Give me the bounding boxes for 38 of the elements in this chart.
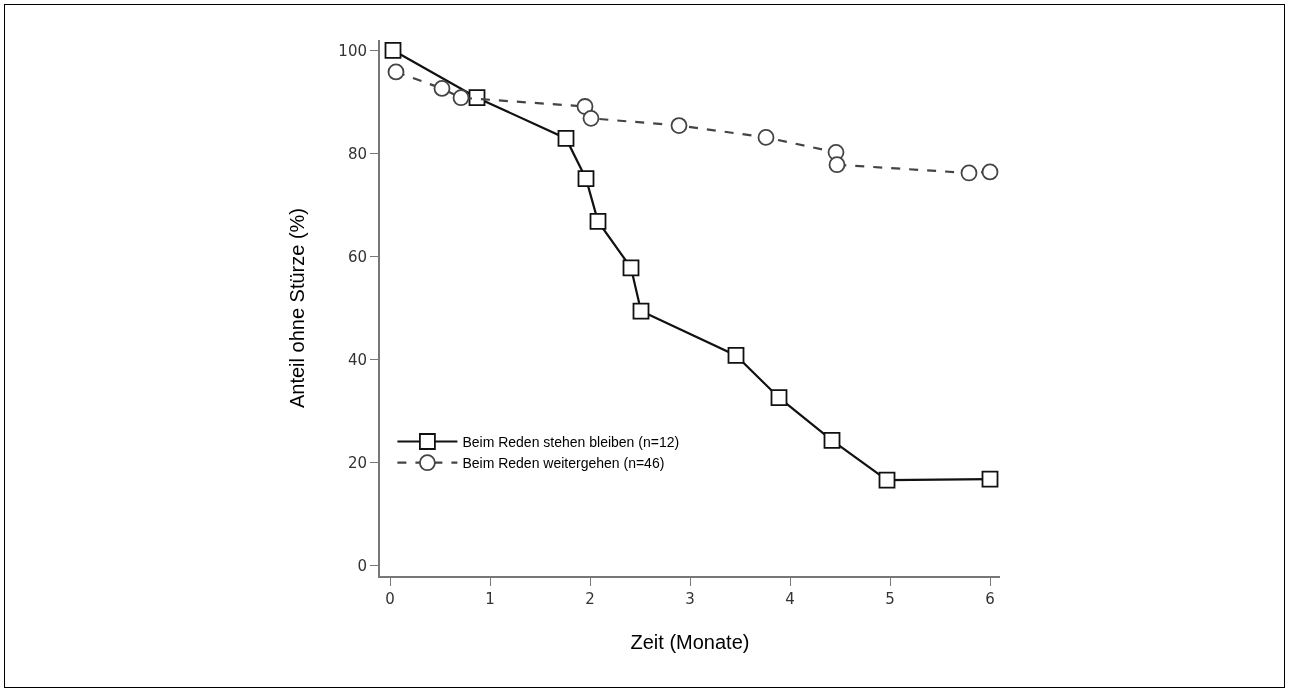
- point: [670, 117, 688, 134]
- y-tick-label: 100: [338, 41, 367, 60]
- y-tick-label: 60: [347, 247, 367, 266]
- point: [589, 213, 607, 230]
- x-tick-label: 4: [785, 590, 795, 608]
- point: [582, 109, 600, 127]
- point: [828, 156, 846, 174]
- x-tick-label: 2: [585, 590, 595, 608]
- x-tick-label: 5: [885, 590, 895, 608]
- x-tick-label: 3: [685, 590, 695, 608]
- point: [433, 80, 451, 97]
- point: [981, 163, 999, 181]
- point: [387, 63, 405, 81]
- point: [384, 41, 402, 59]
- y-tick-label: 40: [347, 350, 367, 369]
- point: [960, 164, 978, 182]
- point: [577, 170, 595, 188]
- y-axis-title: Anteil ohne Stürze (%): [286, 207, 309, 409]
- y-tick-label: 0: [357, 556, 367, 575]
- x-axis-title: Zeit (Monate): [630, 631, 750, 653]
- point: [452, 89, 470, 107]
- x-tick-label: 1: [485, 590, 495, 608]
- y-tick-label: 80: [347, 144, 367, 163]
- point: [632, 302, 650, 320]
- y-tick-label: 20: [347, 453, 367, 472]
- point: [727, 347, 745, 364]
- point: [823, 432, 841, 449]
- legend-label: Beim Reden weitergehen (n=46): [462, 455, 665, 472]
- point: [757, 129, 775, 146]
- point: [468, 89, 486, 107]
- x-tick-label: 0: [385, 590, 395, 608]
- point: [622, 259, 640, 277]
- x-tick-label: 6: [985, 590, 995, 608]
- point: [557, 130, 575, 147]
- point: [981, 470, 999, 488]
- point: [770, 389, 788, 407]
- point: [878, 471, 896, 489]
- legend-label: Beim Reden stehen bleiben (n=12): [462, 433, 680, 450]
